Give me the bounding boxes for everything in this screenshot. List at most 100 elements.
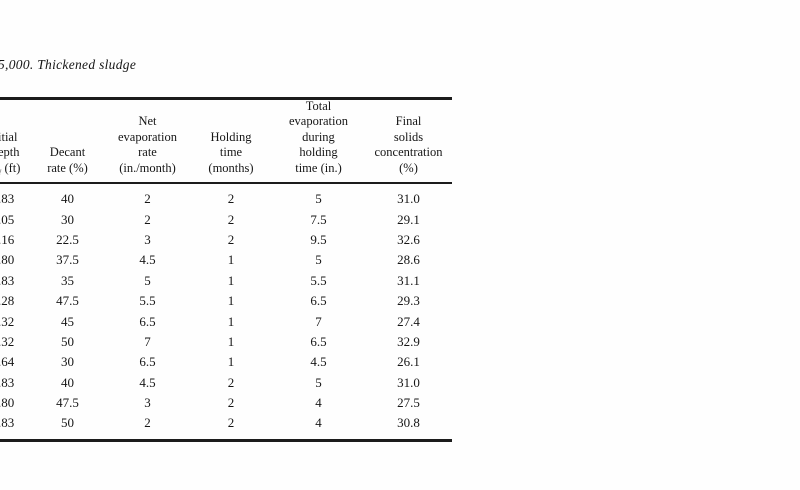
table-cell-total_evaporation: 6.5: [310, 293, 327, 309]
table-cell-net_evaporation_rate: 6.5: [139, 354, 156, 370]
table-cell-holding_time: 2: [227, 231, 235, 247]
column-header-line: rate: [138, 145, 157, 159]
table-cell-initial_depth: .32: [0, 333, 15, 349]
table-cell-initial_depth: .80: [0, 395, 15, 411]
table-cell-holding_time: 1: [227, 252, 235, 268]
table-row: .16 22.5 3 2 9.5 32.6: [0, 230, 452, 250]
table-header-separator-rule: [0, 182, 452, 184]
table-cell-final_solids: 28.6: [397, 252, 420, 268]
table-cell-holding_time: 2: [227, 374, 235, 390]
table-top-rule: [0, 97, 452, 100]
table-cell-net_evaporation_rate: 4.5: [139, 252, 156, 268]
column-header-holding_time: Holding time (months): [190, 130, 272, 179]
table-row: .28 47.5 5.5 1 6.5 29.3: [0, 291, 452, 311]
column-header-initial_depth: itialepthᵧ (ft): [0, 130, 30, 179]
column-header-line: Total: [305, 98, 332, 113]
column-header-line: time (in.): [295, 160, 342, 175]
table-cell-final_solids: 27.5: [397, 395, 420, 411]
table-row: .83 40 4.5 2 5 31.0: [0, 373, 452, 393]
table-cell-net_evaporation_rate: 5.5: [139, 293, 156, 309]
column-header-line: holding: [299, 145, 338, 159]
table-cell-net_evaporation_rate: 2: [144, 211, 151, 227]
column-header-line: solids: [393, 129, 424, 144]
table-cell-final_solids: 27.4: [397, 313, 420, 329]
table-cell-holding_time: 1: [227, 293, 235, 309]
column-header-line: concentration: [374, 145, 443, 159]
table-cell-final_solids: 31.0: [397, 374, 420, 390]
column-header-line: time: [219, 145, 243, 159]
table-cell-holding_time: 1: [227, 354, 235, 370]
table-cell-total_evaporation: 6.5: [310, 333, 327, 349]
column-header-decant_rate: Decant rate (%): [30, 145, 105, 178]
table-cell-initial_depth: .05: [0, 211, 15, 227]
table-cell-holding_time: 1: [227, 333, 235, 349]
column-header-line: Decant: [49, 145, 86, 159]
table-cell-decant_rate: 50: [61, 415, 74, 431]
table-cell-initial_depth: .28: [0, 293, 15, 309]
table-cell-total_evaporation: 5: [315, 191, 322, 207]
column-header-line: evaporation: [117, 129, 177, 144]
table-cell-net_evaporation_rate: 5: [144, 272, 151, 288]
table-cell-total_evaporation: 7: [315, 313, 322, 329]
table-cell-holding_time: 2: [227, 415, 235, 431]
table-cell-initial_depth: .32: [0, 313, 15, 329]
table-cell-decant_rate: 37.5: [56, 252, 79, 268]
table-cell-final_solids: 32.6: [397, 231, 420, 247]
table-cell-final_solids: 32.9: [397, 333, 420, 349]
column-header-line: Holding: [210, 129, 252, 144]
column-header-line: during: [302, 129, 335, 144]
table-cell-initial_depth: .83: [0, 415, 15, 431]
table-row: .32 45 6.5 1 7 27.4: [0, 311, 452, 331]
table-row: .83 50 2 2 4 30.8: [0, 413, 452, 433]
column-header-final_solids: Final solids concentration (%): [365, 114, 452, 178]
table-row: .80 47.5 3 2 4 27.5: [0, 393, 452, 413]
table-cell-holding_time: 2: [227, 211, 235, 227]
table-caption: 5,000. Thickened sludge: [0, 57, 137, 72]
table-cell-final_solids: 31.0: [397, 191, 420, 207]
column-header-line: rate (%): [47, 160, 88, 175]
table-cell-total_evaporation: 4: [315, 395, 322, 411]
table-cell-decant_rate: 50: [61, 333, 74, 349]
table-cell-net_evaporation_rate: 4.5: [139, 374, 156, 390]
column-header-line: (%): [399, 160, 418, 175]
table-row: .80 37.5 4.5 1 5 28.6: [0, 250, 452, 270]
table-cell-net_evaporation_rate: 7: [144, 333, 151, 349]
table-row: .83 40 2 2 5 31.0: [0, 189, 452, 209]
column-header-line: (months): [208, 160, 254, 175]
table-cell-net_evaporation_rate: 2: [144, 191, 151, 207]
table-cell-total_evaporation: 4: [315, 415, 322, 431]
table-cell-initial_depth: .83: [0, 191, 15, 207]
table-cell-final_solids: 30.8: [397, 415, 420, 431]
table-cell-decant_rate: 30: [61, 354, 74, 370]
table-cell-final_solids: 31.1: [397, 272, 420, 288]
table-cell-decant_rate: 47.5: [56, 395, 79, 411]
table-cell-decant_rate: 22.5: [56, 231, 79, 247]
table-cell-net_evaporation_rate: 3: [144, 231, 151, 247]
table-bottom-rule: [0, 439, 452, 442]
column-header-line: (in./month): [119, 160, 176, 175]
table-cell-decant_rate: 40: [61, 374, 74, 390]
table-body: .834022531.0.0530227.529.1.1622.5329.532…: [0, 189, 452, 434]
table-row: .32 50 7 1 6.5 32.9: [0, 332, 452, 352]
table-cell-initial_depth: .64: [0, 354, 15, 370]
table-cell-initial_depth: .16: [0, 231, 15, 247]
table-row: .64 30 6.5 1 4.5 26.1: [0, 352, 452, 372]
table-cell-initial_depth: .80: [0, 252, 15, 268]
table-cell-total_evaporation: 5.5: [310, 272, 327, 288]
table-cell-final_solids: 26.1: [397, 354, 420, 370]
table-cell-decant_rate: 35: [61, 272, 74, 288]
table-cell-total_evaporation: 5: [315, 252, 322, 268]
table-cell-holding_time: 1: [227, 272, 235, 288]
column-header-line: itial: [0, 129, 18, 144]
column-header-line: epth: [0, 145, 20, 159]
table-cell-holding_time: 2: [227, 191, 235, 207]
table-cell-net_evaporation_rate: 2: [144, 415, 151, 431]
table-cell-decant_rate: 45: [61, 313, 74, 329]
table-cell-net_evaporation_rate: 3: [144, 395, 151, 411]
table-cell-decant_rate: 47.5: [56, 293, 79, 309]
table-cell-final_solids: 29.3: [397, 293, 420, 309]
table-cell-total_evaporation: 7.5: [310, 211, 327, 227]
column-header-line: Net: [138, 114, 157, 128]
